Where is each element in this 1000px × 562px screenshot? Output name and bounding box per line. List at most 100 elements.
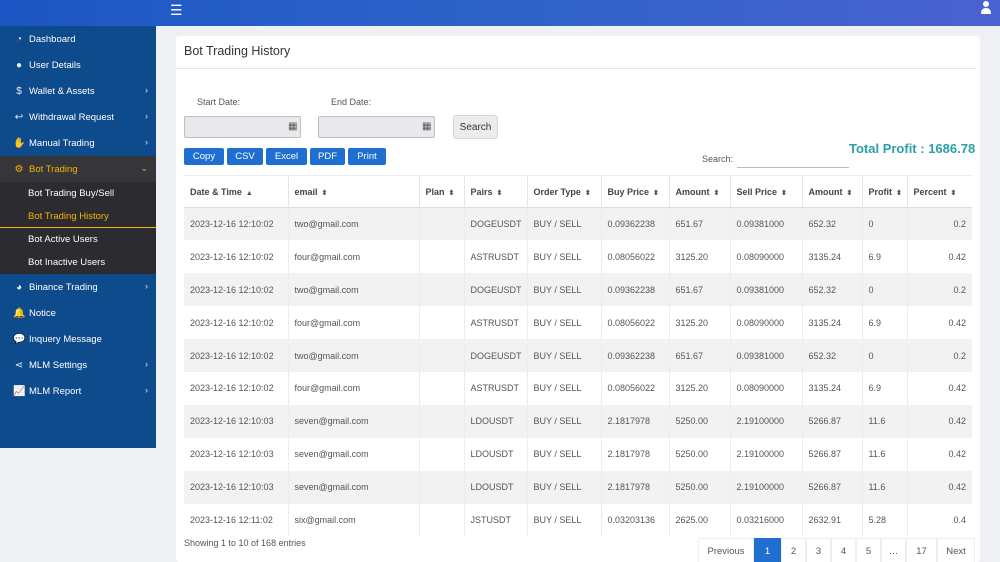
pdf-button[interactable]: PDF <box>310 148 345 165</box>
dollar-icon: $ <box>16 85 22 97</box>
submenu-item-bot-trading-buy-sell[interactable]: Bot Trading Buy/Sell <box>28 188 115 199</box>
sidebar-item-wallet-assets[interactable]: $ Wallet & Assets › <box>0 78 156 104</box>
table-cell-buy-price: 0.08056022 <box>601 306 670 340</box>
table-cell-sell-price: 0.03216000 <box>730 503 803 537</box>
table-cell-plan <box>419 503 465 537</box>
sort-icon[interactable]: ⬍ <box>448 189 455 197</box>
column-header-plan[interactable]: Plan ⬍ <box>419 175 465 208</box>
table-cell-percent: 0.2 <box>953 219 966 230</box>
pagination: Previous 1 2 3 4 5… 17 Next <box>698 538 975 562</box>
sort-icon[interactable]: ⬍ <box>846 189 853 197</box>
sort-icon[interactable]: ⬍ <box>584 189 591 197</box>
bell-icon: 🔔 <box>13 307 26 319</box>
sidebar-item-mlm-report[interactable]: 📈 MLM Report › <box>0 378 156 404</box>
table-cell-buy-price: 0.08056022 <box>601 371 670 405</box>
pagination-page-2[interactable]: 2 <box>781 538 806 562</box>
table-cell-buy-price: 0.09362238 <box>601 273 670 307</box>
start-date-input[interactable] <box>184 116 301 138</box>
sort-icon[interactable]: ⬍ <box>713 189 720 197</box>
pagination-page-3[interactable]: 3 <box>806 538 831 562</box>
chevron-right-icon: › <box>145 281 148 291</box>
pagination-page-4[interactable]: 4 <box>831 538 856 562</box>
column-header-order-type[interactable]: Order Type ⬍ <box>527 175 602 208</box>
pagination-page-1[interactable]: 1 <box>754 538 781 562</box>
excel-button[interactable]: Excel <box>266 148 307 165</box>
csv-button[interactable]: CSV <box>227 148 263 165</box>
table-cell-amount: 5266.87 <box>802 404 863 438</box>
submenu-item-bot-active-users[interactable]: Bot Active Users <box>28 234 98 245</box>
sidebar-item-withdrawal-request[interactable]: ↩ Withdrawal Request › <box>0 104 156 130</box>
cogs-icon: ⚙ <box>14 163 24 175</box>
sidebar-item-label: MLM Report <box>29 385 82 397</box>
table-row: 2023-12-16 12:10:02 four@gmail.com ASTRUSD… <box>184 240 972 274</box>
table-cell-percent: 0.42 <box>948 317 966 328</box>
table-cell-plan <box>419 404 465 438</box>
print-button[interactable]: Print <box>348 148 386 165</box>
search-button[interactable]: Search <box>453 115 498 139</box>
column-header-profit[interactable]: Profit ⬍ <box>862 175 908 208</box>
search-input[interactable] <box>737 152 849 168</box>
sidebar-item-manual-trading[interactable]: ✋ Manual Trading › <box>0 130 156 156</box>
sort-icon[interactable]: ⬍ <box>896 189 902 197</box>
column-header-label: Date & Time <box>190 186 242 197</box>
sidebar-item-binance-trading[interactable]: ◕ Binance Trading › <box>0 274 156 300</box>
pagination-previous[interactable]: Previous <box>698 538 754 562</box>
table-cell-amount: 2625.00 <box>669 503 731 537</box>
table-cell-email: six@gmail.com <box>288 503 420 537</box>
end-date-input[interactable] <box>318 116 435 138</box>
calendar-icon[interactable]: ▦ <box>422 121 432 132</box>
column-header-percent[interactable]: Percent ⬍ <box>907 176 972 208</box>
sidebar-item-label: Binance Trading <box>29 281 98 293</box>
table-cell-plan <box>419 306 465 340</box>
hamburger-icon[interactable]: ☰ <box>170 2 183 18</box>
sidebar-item-label: Withdrawal Request <box>29 111 115 123</box>
sidebar-item-mlm-settings[interactable]: ⋖ MLM Settings › <box>0 352 156 378</box>
table-cell-pairs: LDOUSDT <box>464 470 528 504</box>
sidebar-item-dashboard[interactable]: ◔ Dashboard <box>0 26 156 52</box>
table-cell-amount: 5266.87 <box>802 437 863 471</box>
trading-history-table: Date & Time ▲ email ⬍ Plan ⬍ Pairs ⬍ Order Type ⬍… <box>184 175 972 537</box>
sort-icon[interactable]: ⬍ <box>653 189 659 197</box>
sort-icon[interactable]: ⬍ <box>781 189 787 197</box>
pagination-page-17[interactable]: 17 <box>906 538 937 562</box>
table-cell-percent: 0.4 <box>953 514 966 525</box>
table-cell-profit: 6.9 <box>862 371 908 405</box>
sort-icon[interactable]: ⬍ <box>950 189 957 197</box>
column-header-buy-price[interactable]: Buy Price ⬍ <box>601 175 670 208</box>
sort-icon[interactable]: ⬍ <box>321 189 328 197</box>
user-icon[interactable] <box>980 0 992 14</box>
table-cell-date-time: 2023-12-16 12:10:02 <box>184 207 289 241</box>
calendar-icon[interactable]: ▦ <box>288 121 298 132</box>
column-header-amount[interactable]: Amount ⬍ <box>802 175 863 208</box>
sort-asc-icon[interactable]: ▲ <box>245 189 253 197</box>
pagination-next[interactable]: Next <box>937 538 975 562</box>
copy-button[interactable]: Copy <box>184 148 224 165</box>
column-header-date-time[interactable]: Date & Time ▲ <box>184 175 289 208</box>
sidebar-item-user-details[interactable]: ● User Details <box>0 52 156 78</box>
pagination-page-5[interactable]: 5 <box>856 538 881 562</box>
column-header-sell-price[interactable]: Sell Price ⬍ <box>730 175 803 208</box>
sidebar-item-notice[interactable]: 🔔 Notice <box>0 300 156 326</box>
table-cell-pairs: DOGEUSDT <box>464 339 528 372</box>
sidebar-item-inquery-message[interactable]: 💬 Inquery Message <box>0 326 156 352</box>
table-cell-date-time: 2023-12-16 12:10:03 <box>184 404 289 438</box>
table-cell-amount: 3125.20 <box>669 240 731 274</box>
sort-icon[interactable]: ⬍ <box>496 189 503 197</box>
table-cell-buy-price: 0.09362238 <box>601 339 670 372</box>
table-cell-profit: 11.6 <box>862 404 908 438</box>
column-header-pairs[interactable]: Pairs ⬍ <box>464 175 528 208</box>
table-cell-date-time: 2023-12-16 12:10:03 <box>184 437 289 471</box>
table-cell-order-type: BUY / SELL <box>527 273 602 307</box>
submenu-item-bot-trading-history[interactable]: Bot Trading History <box>0 205 156 228</box>
table-cell-amount: 3135.24 <box>802 371 863 405</box>
chevron-down-icon: ⌄ <box>140 163 148 173</box>
table-cell-pairs: LDOUSDT <box>464 404 528 438</box>
sidebar-item-bot-trading[interactable]: ⚙ Bot Trading ⌄ <box>0 156 156 182</box>
submenu-item-bot-inactive-users[interactable]: Bot Inactive Users <box>28 257 106 268</box>
column-header-amount[interactable]: Amount ⬍ <box>669 175 731 208</box>
table-cell-plan <box>419 240 465 274</box>
sidebar: ◔ Dashboard ● User Details $ Wallet & Assets ›… <box>0 26 156 448</box>
table-cell-amount: 3135.24 <box>802 240 863 274</box>
column-header-email[interactable]: email ⬍ <box>288 175 420 208</box>
sidebar-item-label: Wallet & Assets <box>29 85 95 97</box>
